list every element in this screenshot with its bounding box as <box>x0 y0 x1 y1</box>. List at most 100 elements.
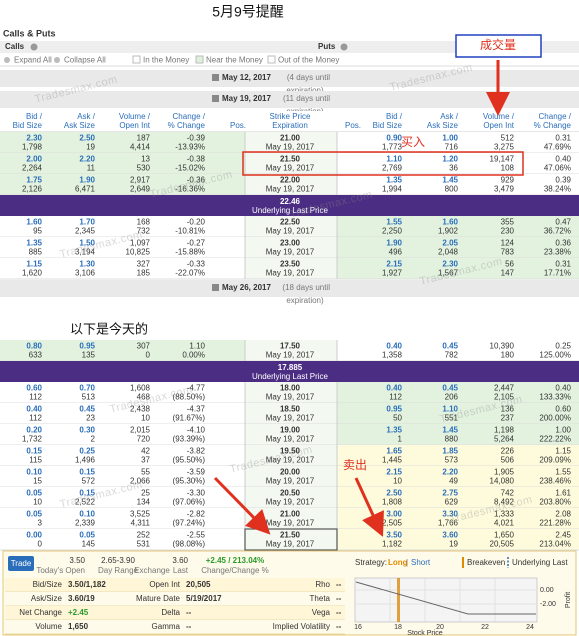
call-value: 307 <box>137 342 151 351</box>
expand-icon <box>212 95 219 102</box>
expiration-note: (18 days until <box>282 283 330 292</box>
page-title: 5月9号提醒 <box>212 4 284 20</box>
call-value: 1,496 <box>75 456 96 465</box>
put-value: 2.08 <box>555 510 571 519</box>
strategy-option: Long <box>388 558 408 567</box>
put-bg <box>337 258 579 279</box>
call-value: (93.39%) <box>173 435 206 444</box>
call-value: -3.59 <box>187 468 206 477</box>
put-value: 56 <box>505 260 514 269</box>
put-value: 1.10 <box>442 405 458 414</box>
call-bg <box>0 529 245 550</box>
put-bg <box>337 153 579 174</box>
call-bg <box>0 424 245 445</box>
put-value: 112 <box>389 393 402 402</box>
put-bg <box>337 508 579 529</box>
call-value: (91.67%) <box>173 414 206 423</box>
put-bg <box>337 424 579 445</box>
call-value: 0.70 <box>79 384 95 393</box>
put-value: 1,766 <box>438 519 459 528</box>
legend-box <box>267 55 276 64</box>
put-value: 147 <box>501 269 515 278</box>
expiration-bar <box>0 70 579 87</box>
close-icon[interactable] <box>30 43 38 51</box>
strike-price: 20.50 <box>280 489 301 498</box>
call-value: (95.30%) <box>173 477 206 486</box>
toolbar-icon[interactable] <box>54 57 60 63</box>
column-header: % Change <box>168 121 206 130</box>
put-value: 1,333 <box>494 510 515 519</box>
detail-value: 1,650 <box>68 622 89 631</box>
call-value: 2,438 <box>130 405 151 414</box>
legend-box <box>195 55 204 64</box>
call-value: 2.00 <box>26 155 42 164</box>
call-value: 0 <box>146 351 151 360</box>
strike-bg <box>245 403 337 424</box>
put-value: 2,505 <box>382 519 403 528</box>
expiration-date: May 19, 2017 <box>222 94 271 103</box>
trade-button-label: Trade <box>11 559 32 568</box>
detail-label: Ask/Size <box>31 594 63 603</box>
legend-label: Underlying Last <box>512 558 568 567</box>
put-value: 0.40 <box>386 384 402 393</box>
underlying-price: 22.46 <box>280 197 301 206</box>
strike-price: 21.50 <box>280 531 301 540</box>
call-value: 1.50 <box>79 239 95 248</box>
put-value: 1.35 <box>386 176 402 185</box>
put-value: 1.35 <box>386 426 402 435</box>
detail-value: -- <box>336 622 342 631</box>
column-header: Change / <box>539 112 572 121</box>
call-value: 2,522 <box>75 498 96 507</box>
put-value: 3.50 <box>386 531 402 540</box>
put-value: 221.28% <box>539 519 571 528</box>
put-value: 0.47 <box>555 218 571 227</box>
strike-price: 20.00 <box>280 468 301 477</box>
put-value: 1.60 <box>442 218 458 227</box>
put-value: 0.60 <box>555 405 571 414</box>
call-value: 1.90 <box>79 176 95 185</box>
call-value: 4,414 <box>130 143 151 152</box>
call-value: 327 <box>137 260 151 269</box>
detail-value: -- <box>336 580 342 589</box>
column-header: Bid / <box>386 112 403 121</box>
put-value: 3.60 <box>442 531 458 540</box>
call-value: 185 <box>137 269 151 278</box>
call-value: 1,097 <box>130 239 151 248</box>
close-icon[interactable] <box>340 43 348 51</box>
put-value: 742 <box>501 489 515 498</box>
put-value: 38.24% <box>544 185 571 194</box>
put-value: 200.00% <box>539 414 571 423</box>
call-value: 13 <box>141 155 150 164</box>
call-value: 0.95 <box>79 342 95 351</box>
underlying-label: Underlying Last Price <box>252 372 329 381</box>
put-value: 4,021 <box>494 519 515 528</box>
expiration: May 19, 2017 <box>266 143 315 152</box>
expiration-note: expiration) <box>286 296 324 305</box>
put-bg <box>337 529 579 550</box>
call-value: 112 <box>29 414 42 423</box>
call-value: 187 <box>137 134 151 143</box>
call-value: -0.33 <box>187 260 206 269</box>
stat-value: +2.45 / 213.04% <box>206 556 265 565</box>
call-value: 468 <box>137 393 151 402</box>
header-bg <box>0 111 579 132</box>
strike-bg <box>245 237 337 258</box>
call-value: 0.30 <box>79 426 95 435</box>
trade-button <box>8 556 34 571</box>
put-value: 1.55 <box>555 468 571 477</box>
put-value: 1 <box>398 435 403 444</box>
put-bg <box>337 382 579 403</box>
detail-value: 20,505 <box>186 580 211 589</box>
put-value: 929 <box>501 176 515 185</box>
call-bg <box>0 445 245 466</box>
toolbar-icon[interactable] <box>4 57 10 63</box>
strike-bg <box>245 216 337 237</box>
puts-label: Puts <box>318 42 336 51</box>
selected-strike <box>244 528 338 551</box>
call-value: 37 <box>141 456 150 465</box>
put-value: 47.69% <box>544 143 571 152</box>
annotation-box <box>455 34 542 58</box>
call-value: 1.70 <box>79 218 95 227</box>
column-header: Bid Size <box>373 121 403 130</box>
